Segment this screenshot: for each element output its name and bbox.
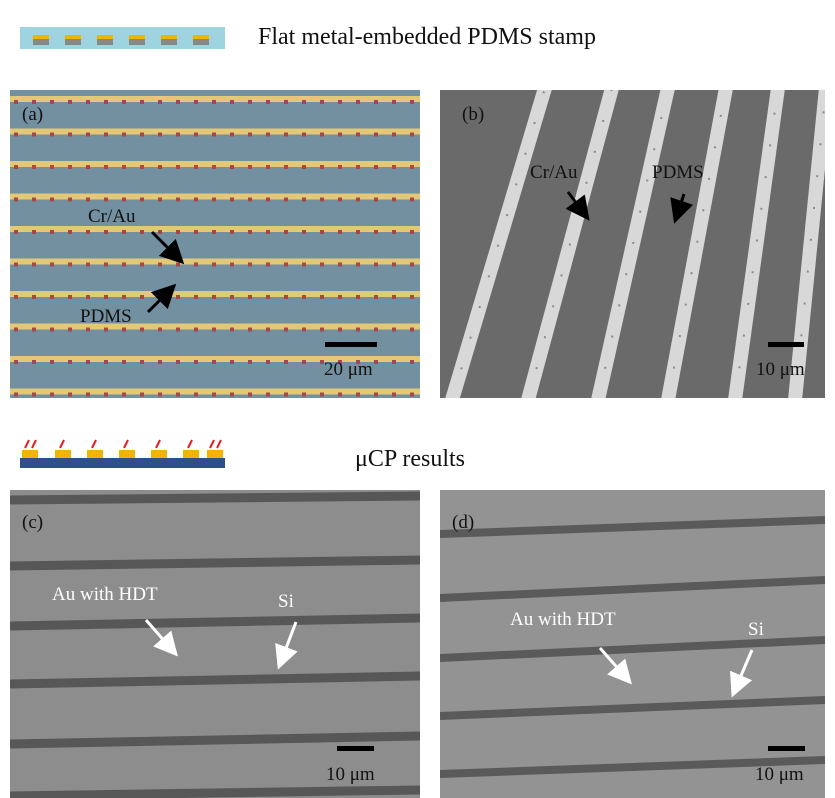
panel-d: (d) Au with HDT Si 10 μm <box>440 490 825 798</box>
annotation: PDMS <box>80 306 132 327</box>
annotation: Cr/Au <box>530 162 578 183</box>
results-title: μCP results <box>355 446 465 472</box>
annotation: Si <box>748 619 764 640</box>
panel-label: (a) <box>22 104 43 125</box>
panel-b: (b) Cr/Au PDMS 10 μm <box>440 88 826 400</box>
annotation: Si <box>278 591 294 612</box>
scale-bar-label: 10 μm <box>756 359 805 380</box>
panel-label: (b) <box>462 104 484 125</box>
scale-bar-label: 10 μm <box>755 764 804 785</box>
panel-label: (d) <box>452 512 474 533</box>
panel-c: (c) Au with HDT Si 10 μm <box>10 490 420 798</box>
panel-a: (a) Cr/Au PDMS 20 μm <box>10 90 420 398</box>
scale-bar-label: 10 μm <box>326 764 375 785</box>
annotation: Au with HDT <box>52 584 158 605</box>
annotation: PDMS <box>652 162 704 183</box>
stamp-icon <box>20 27 225 49</box>
annotation: Cr/Au <box>88 206 136 227</box>
panel-label: (c) <box>22 512 43 533</box>
annotation: Au with HDT <box>510 609 616 630</box>
scale-bar-label: 20 μm <box>324 359 373 380</box>
stamp-title: Flat metal-embedded PDMS stamp <box>258 24 596 50</box>
results-icon <box>20 440 225 468</box>
figure: Flat metal-embedded PDMS stamp (a) Cr/Au… <box>0 0 835 798</box>
